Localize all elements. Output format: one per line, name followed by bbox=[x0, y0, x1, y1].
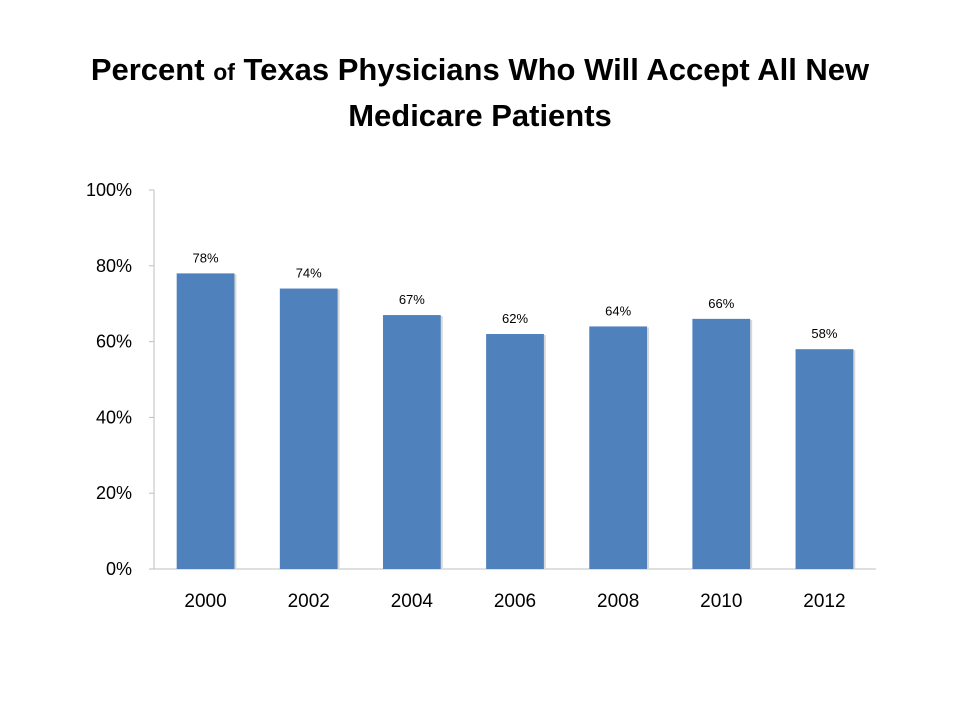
y-tick-label: 40% bbox=[96, 407, 132, 427]
data-label: 62% bbox=[502, 311, 528, 326]
bar bbox=[486, 334, 544, 569]
y-tick-label: 80% bbox=[96, 256, 132, 276]
bar bbox=[279, 288, 338, 569]
title-word-of: of bbox=[213, 59, 235, 85]
chart-title-line-1: Percent of Texas Physicians Who Will Acc… bbox=[40, 48, 920, 94]
x-tick-label: 2004 bbox=[391, 591, 434, 612]
y-tick-label: 60% bbox=[96, 332, 132, 352]
bar bbox=[589, 326, 648, 569]
y-tick-label: 100% bbox=[86, 180, 132, 200]
data-label: 64% bbox=[605, 303, 631, 318]
chart-title-line-2: Medicare Patients bbox=[348, 98, 612, 133]
title-rest: Texas Physicians Who Will Accept All New bbox=[243, 52, 870, 87]
data-label: 78% bbox=[193, 250, 219, 265]
data-label: 67% bbox=[399, 292, 425, 307]
y-tick-label: 0% bbox=[106, 559, 132, 579]
data-label: 58% bbox=[811, 326, 837, 341]
x-tick-label: 2002 bbox=[288, 591, 330, 612]
bar bbox=[692, 318, 751, 569]
title-word-percent: Percent bbox=[90, 52, 205, 87]
bar bbox=[176, 273, 235, 569]
x-tick-label: 2012 bbox=[803, 591, 845, 612]
y-tick-label: 20% bbox=[96, 483, 132, 503]
bar bbox=[382, 315, 441, 569]
x-tick-label: 2000 bbox=[184, 591, 226, 612]
data-label: 74% bbox=[296, 266, 322, 281]
x-tick-label: 2008 bbox=[597, 591, 639, 612]
data-label: 66% bbox=[708, 296, 734, 311]
bar bbox=[795, 349, 854, 569]
x-tick-label: 2010 bbox=[700, 591, 742, 612]
chart-title: Percent of Texas Physicians Who Will Acc… bbox=[40, 48, 920, 138]
x-tick-label: 2006 bbox=[494, 591, 536, 612]
